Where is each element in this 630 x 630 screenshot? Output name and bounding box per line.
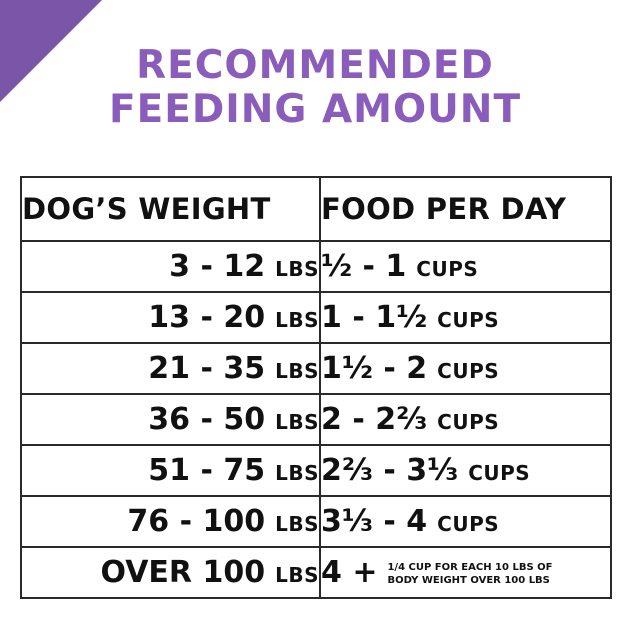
weight-value: 13 - 20 [148, 300, 266, 335]
page-title: RECOMMENDED FEEDING AMOUNT [0, 44, 630, 132]
food-unit: CUPS [437, 410, 500, 434]
weight-unit: LBS [275, 359, 319, 383]
food-value: 1½ - 2 [321, 351, 428, 386]
weight-cell: 51 - 75 LBS [20, 444, 321, 497]
weight-cell: OVER 100 LBS [20, 546, 321, 599]
weight-value: 3 - 12 [169, 249, 266, 284]
food-value: ½ - 1 [321, 249, 407, 284]
weight-value: 51 - 75 [148, 453, 266, 488]
food-unit: CUPS [437, 308, 500, 332]
table-row: 21 - 35 LBS 1½ - 2 CUPS [20, 342, 612, 395]
food-value: 3⅓ - 4 [321, 504, 428, 539]
food-value: 2 - 2⅔ [321, 402, 428, 437]
food-cell: ½ - 1 CUPS [319, 240, 612, 293]
weight-unit: LBS [275, 563, 319, 587]
weight-unit: LBS [275, 308, 319, 332]
weight-cell: 3 - 12 LBS [20, 240, 321, 293]
weight-cell: 21 - 35 LBS [20, 342, 321, 395]
table-header-row: DOG’S WEIGHT FOOD PER DAY [20, 176, 612, 242]
food-cell: 1 - 1½ CUPS [319, 291, 612, 344]
weight-value: OVER 100 [100, 555, 266, 590]
table-row: 36 - 50 LBS 2 - 2⅔ CUPS [20, 393, 612, 446]
food-unit: CUPS [437, 512, 500, 536]
food-unit: CUPS [468, 461, 531, 485]
header-dogs-weight: DOG’S WEIGHT [20, 176, 321, 242]
weight-cell: 13 - 20 LBS [20, 291, 321, 344]
weight-unit: LBS [275, 512, 319, 536]
table-row: 13 - 20 LBS 1 - 1½ CUPS [20, 291, 612, 344]
food-cell: 4 + 1/4 CUP FOR EACH 10 LBS OF BODY WEIGH… [319, 546, 612, 599]
food-value: 2⅔ - 3⅓ [321, 453, 459, 488]
food-unit: CUPS [437, 359, 500, 383]
food-cell: 3⅓ - 4 CUPS [319, 495, 612, 548]
food-note: 1/4 CUP FOR EACH 10 LBS OF BODY WEIGHT O… [387, 561, 553, 586]
food-cell: 2 - 2⅔ CUPS [319, 393, 612, 446]
weight-value: 21 - 35 [148, 351, 266, 386]
header-food-per-day: FOOD PER DAY [319, 176, 612, 242]
food-value: 4 + [321, 555, 378, 590]
weight-unit: LBS [275, 257, 319, 281]
table-row: OVER 100 LBS 4 + 1/4 CUP FOR EACH 10 LBS O… [20, 546, 612, 599]
title-line-2: FEEDING AMOUNT [108, 87, 522, 132]
table-row: 76 - 100 LBS 3⅓ - 4 CUPS [20, 495, 612, 548]
title-line-1: RECOMMENDED [136, 43, 494, 88]
table-row: 3 - 12 LBS ½ - 1 CUPS [20, 240, 612, 293]
weight-cell: 36 - 50 LBS [20, 393, 321, 446]
weight-value: 36 - 50 [148, 402, 266, 437]
feeding-table: DOG’S WEIGHT FOOD PER DAY 3 - 12 LBS ½ - … [20, 176, 612, 599]
food-cell: 1½ - 2 CUPS [319, 342, 612, 395]
weight-unit: LBS [275, 461, 319, 485]
food-unit: CUPS [416, 257, 479, 281]
food-cell: 2⅔ - 3⅓ CUPS [319, 444, 612, 497]
weight-cell: 76 - 100 LBS [20, 495, 321, 548]
food-value: 1 - 1½ [321, 300, 428, 335]
table-row: 51 - 75 LBS 2⅔ - 3⅓ CUPS [20, 444, 612, 497]
weight-unit: LBS [275, 410, 319, 434]
weight-value: 76 - 100 [127, 504, 266, 539]
